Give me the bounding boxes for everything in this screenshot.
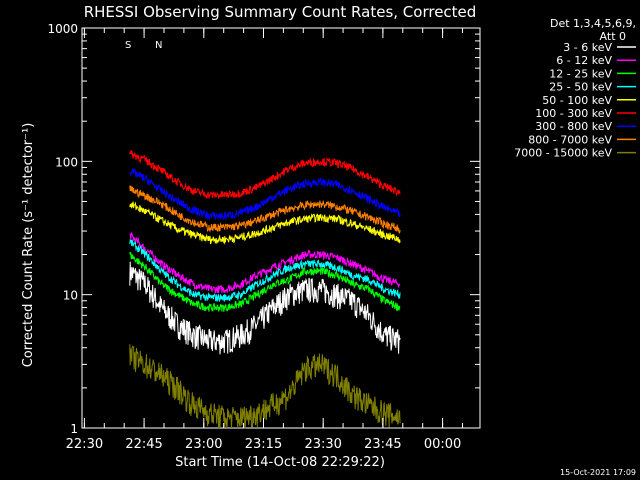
legend-entry-label: 12 - 25 keV — [549, 67, 612, 80]
y-tick-label: 10 — [63, 289, 78, 303]
annotation-label-s: S — [125, 40, 131, 51]
y-axis-label: Corrected Count Rate (s⁻¹ detector⁻¹) — [21, 123, 36, 368]
legend-entry-label: 3 - 6 keV — [563, 41, 612, 54]
series-line-6 — [129, 167, 401, 221]
legend-header-line-1: Det 1,3,4,5,6,9, — [550, 17, 636, 30]
x-tick-label: 23:30 — [304, 437, 341, 452]
legend-entry-label: 50 - 100 keV — [542, 94, 612, 107]
y-tick-label: 1 — [70, 422, 78, 436]
y-tick-label: 1000 — [47, 22, 78, 36]
series-line-2 — [129, 252, 401, 312]
series-line-5 — [129, 150, 401, 200]
x-tick-label: 23:45 — [364, 437, 401, 452]
series-line-0 — [129, 261, 401, 355]
x-tick-label: 23:15 — [245, 437, 282, 452]
footer-timestamp: 15-Oct-2021 17:09 — [560, 468, 636, 477]
x-axis-label: Start Time (14-Oct-08 22:29:22) — [175, 455, 385, 470]
x-tick-label: 00:00 — [424, 437, 461, 452]
chart-title: RHESSI Observing Summary Count Rates, Co… — [84, 3, 477, 21]
legend-header-line-2: Att 0 — [600, 30, 626, 43]
series-line-3 — [129, 238, 401, 303]
legend-entry-label: 6 - 12 keV — [556, 54, 612, 67]
x-tick-label: 22:45 — [125, 437, 162, 452]
y-tick-label: 100 — [55, 155, 78, 169]
x-tick-label: 22:30 — [66, 437, 103, 452]
series-line-8 — [129, 344, 401, 430]
legend-entry-label: 7000 - 15000 keV — [514, 147, 612, 160]
plot-frame — [81, 27, 481, 429]
legend-entry-label: 300 - 800 keV — [535, 120, 612, 133]
series-group — [129, 150, 401, 430]
annotation-label-n: N — [155, 40, 162, 51]
axes-group: 1 10 100 1000 22:30 22:45 23:00 23:15 23:30 23:45… — [47, 22, 480, 452]
x-tick-label: 23:00 — [185, 437, 222, 452]
series-line-7 — [129, 185, 401, 234]
legend-entry-label: 100 - 300 keV — [535, 107, 612, 120]
series-line-1 — [129, 230, 401, 294]
legend-entry-label: 800 - 7000 keV — [528, 133, 612, 146]
legend-entry-label: 25 - 50 keV — [549, 81, 612, 94]
series-line-4 — [129, 201, 401, 245]
